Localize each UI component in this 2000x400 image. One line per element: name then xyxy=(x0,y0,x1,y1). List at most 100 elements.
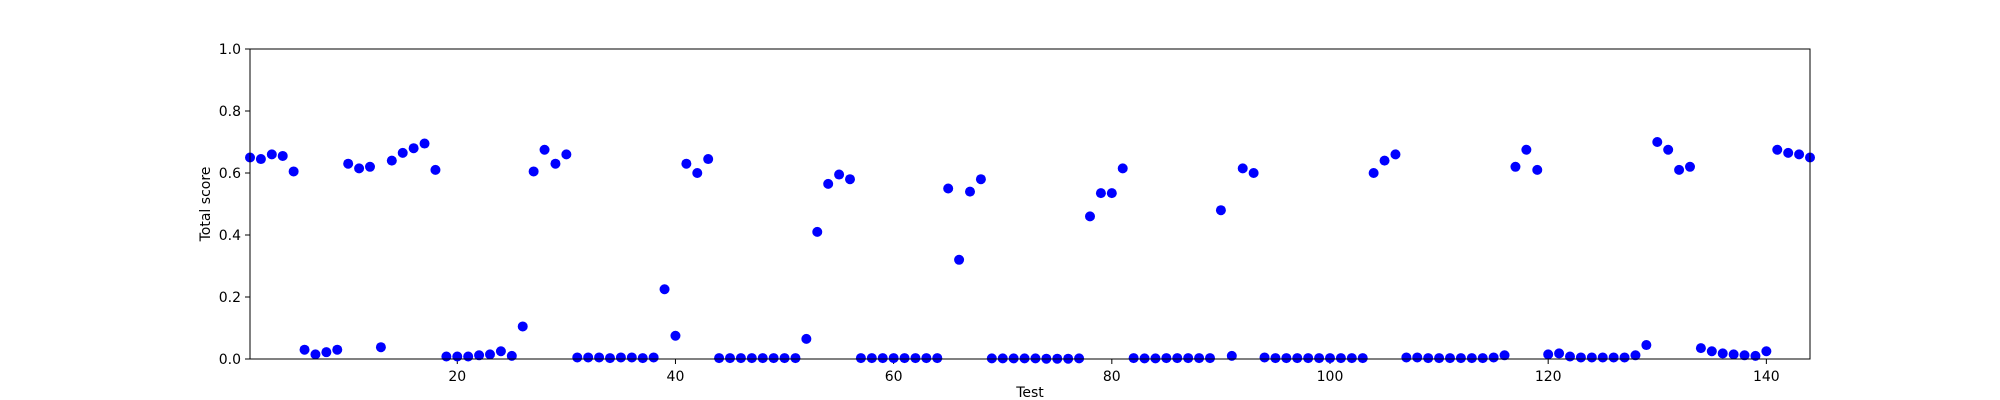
data-point xyxy=(812,226,823,237)
data-point xyxy=(1532,164,1543,175)
data-point xyxy=(801,333,812,344)
data-point xyxy=(1292,353,1303,364)
data-point xyxy=(1586,352,1597,363)
data-point xyxy=(1335,353,1346,364)
x-tick-label: 120 xyxy=(1535,369,1562,385)
plot-area-frame xyxy=(249,48,1811,360)
data-point xyxy=(757,353,768,364)
data-point xyxy=(1794,149,1805,160)
data-point xyxy=(725,353,735,364)
data-point xyxy=(1237,163,1248,174)
data-point xyxy=(561,149,572,160)
data-point xyxy=(1194,353,1205,364)
data-point xyxy=(1368,168,1379,178)
data-point xyxy=(1521,144,1532,155)
data-point xyxy=(1346,353,1357,364)
data-point xyxy=(1314,353,1325,364)
data-point xyxy=(1281,353,1292,364)
data-point xyxy=(528,166,539,177)
data-point xyxy=(975,174,986,185)
data-point xyxy=(910,353,921,364)
data-point xyxy=(1772,144,1783,155)
data-point xyxy=(714,353,725,364)
x-tick-label: 60 xyxy=(885,369,903,385)
data-point xyxy=(1619,352,1630,363)
data-point xyxy=(670,330,681,341)
data-point xyxy=(1663,144,1674,155)
data-point xyxy=(877,353,888,364)
data-point xyxy=(1783,147,1794,158)
data-point xyxy=(954,254,965,265)
data-point xyxy=(474,350,485,361)
y-tick-label: 0.6 xyxy=(219,166,241,182)
data-point xyxy=(1674,164,1685,175)
data-point xyxy=(1750,350,1761,361)
data-point xyxy=(594,352,605,363)
data-point xyxy=(997,353,1008,364)
data-point xyxy=(1728,349,1739,360)
data-point xyxy=(419,138,430,149)
data-point xyxy=(1630,350,1641,361)
data-point xyxy=(768,353,779,364)
data-point xyxy=(572,352,583,363)
data-point xyxy=(583,352,594,363)
x-tick-label: 100 xyxy=(1317,369,1344,385)
data-points xyxy=(245,137,1815,364)
data-point xyxy=(1095,188,1106,199)
data-point xyxy=(1150,353,1161,364)
data-point xyxy=(1434,353,1445,364)
data-point xyxy=(1205,353,1215,364)
data-point xyxy=(1597,352,1608,363)
data-point xyxy=(1641,340,1652,351)
data-point xyxy=(899,353,910,364)
data-point xyxy=(943,183,954,194)
data-point xyxy=(332,344,343,355)
data-point xyxy=(430,164,441,175)
data-point xyxy=(1106,188,1117,199)
y-tick-label: 0.0 xyxy=(219,352,241,368)
data-point xyxy=(1303,353,1314,364)
data-point xyxy=(1401,352,1412,363)
data-point xyxy=(550,158,561,169)
data-point xyxy=(397,147,408,158)
data-point xyxy=(266,149,277,160)
data-point xyxy=(605,353,615,364)
data-point xyxy=(463,351,474,362)
x-tick-label: 40 xyxy=(667,369,685,385)
data-point xyxy=(692,168,703,178)
data-point xyxy=(1128,353,1139,364)
data-point xyxy=(965,186,975,197)
data-point xyxy=(1510,161,1521,172)
data-point xyxy=(408,143,419,154)
x-axis-title: Test xyxy=(1015,385,1044,400)
data-point xyxy=(288,166,299,177)
y-tick-label: 0.2 xyxy=(219,290,241,306)
data-point xyxy=(495,346,506,357)
data-point xyxy=(1030,353,1041,364)
data-point xyxy=(1139,353,1150,364)
data-point xyxy=(779,353,790,364)
data-point xyxy=(1390,149,1401,160)
data-point xyxy=(986,353,997,364)
data-point xyxy=(1270,353,1281,364)
data-point xyxy=(321,347,332,358)
data-point xyxy=(648,352,659,363)
data-point xyxy=(681,158,692,169)
data-point xyxy=(932,353,943,364)
data-point xyxy=(921,353,932,364)
data-point xyxy=(1685,161,1695,172)
data-point xyxy=(539,144,550,155)
y-tick-label: 0.4 xyxy=(219,228,241,244)
data-point xyxy=(1379,155,1390,166)
data-point xyxy=(1477,353,1488,364)
data-point xyxy=(517,321,528,332)
data-point xyxy=(441,351,452,362)
data-point xyxy=(343,158,354,169)
y-axis-title: Total score xyxy=(198,167,214,243)
data-point xyxy=(735,353,746,364)
data-point xyxy=(1739,350,1750,361)
data-point xyxy=(1008,353,1019,364)
data-point xyxy=(888,353,899,364)
data-point xyxy=(626,352,637,363)
data-point xyxy=(1652,137,1663,147)
